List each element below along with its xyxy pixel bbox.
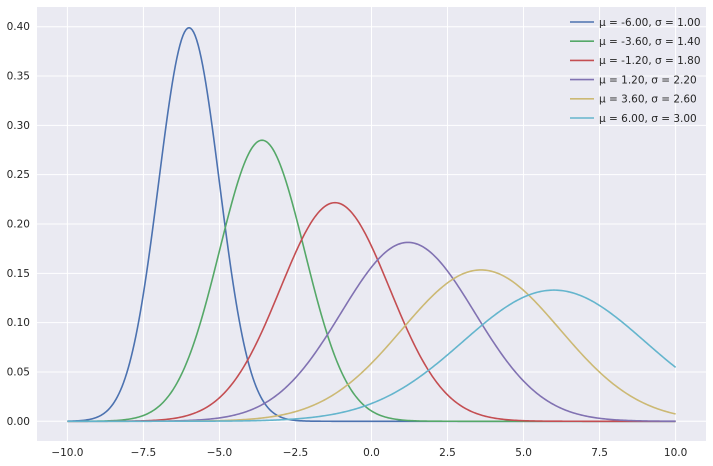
legend-label-5: μ = 3.60, σ = 2.60 xyxy=(599,94,697,106)
x-tick-label: −10.0 xyxy=(51,447,83,459)
y-tick-label: 0.15 xyxy=(7,268,30,280)
y-tick-label: 0.00 xyxy=(7,416,30,428)
y-tick-label: 0.40 xyxy=(7,21,30,33)
x-tick-label: 10.0 xyxy=(664,447,687,459)
x-tick-label: 7.5 xyxy=(591,447,608,459)
series-line-6 xyxy=(67,289,677,423)
legend-label-1: μ = -6.00, σ = 1.00 xyxy=(599,17,701,29)
x-tick-label: −5.0 xyxy=(207,447,233,459)
x-tick-label: 5.0 xyxy=(515,447,532,459)
y-tick-label: 0.05 xyxy=(7,366,30,378)
legend-label-3: μ = -1.20, σ = 1.80 xyxy=(599,55,701,67)
y-axis-ticks: 0.00 0.05 0.10 0.15 0.20 0.25 0.30 0.35 0.40 xyxy=(7,21,30,428)
x-axis-ticks: −10.0 −7.5 −5.0 −2.5 0.0 2.5 5.0 7.5 10.0 xyxy=(51,447,687,459)
y-tick-label: 0.25 xyxy=(7,169,30,181)
x-tick-label: 0.0 xyxy=(363,447,380,459)
x-tick-label: −7.5 xyxy=(131,447,157,459)
legend-label-2: μ = -3.60, σ = 1.40 xyxy=(599,36,701,48)
x-tick-label: 2.5 xyxy=(439,447,456,459)
legend-label-6: μ = 6.00, σ = 3.00 xyxy=(599,113,697,125)
series-lines xyxy=(67,26,677,423)
y-tick-label: 0.10 xyxy=(7,317,30,329)
legend-label-4: μ = 1.20, σ = 2.20 xyxy=(599,74,697,86)
legend: μ = -6.00, σ = 1.00 μ = -3.60, σ = 1.40 μ … xyxy=(570,17,701,125)
series-line-3 xyxy=(67,201,676,423)
x-tick-label: −2.5 xyxy=(283,447,309,459)
y-tick-label: 0.30 xyxy=(7,120,30,132)
y-tick-label: 0.35 xyxy=(7,71,30,83)
y-tick-label: 0.20 xyxy=(7,219,30,231)
